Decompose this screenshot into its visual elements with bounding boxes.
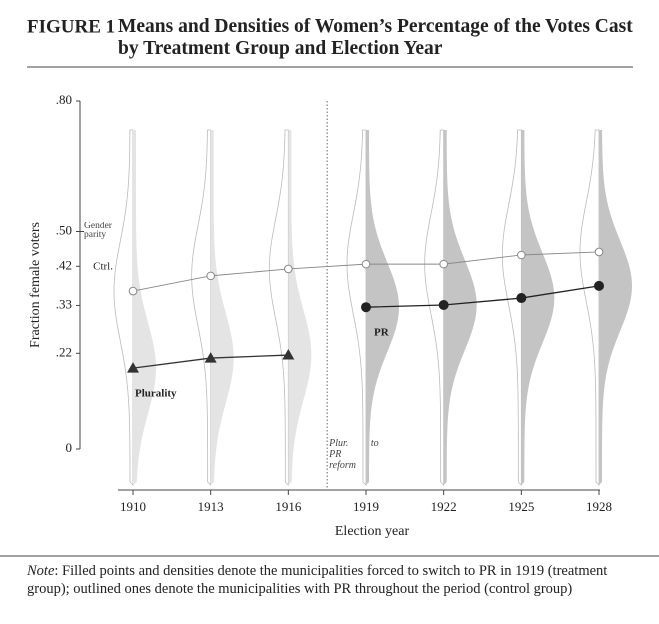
marker [594, 247, 604, 257]
series-line [365, 285, 600, 308]
marker [282, 349, 295, 360]
y-tick-label: .50 [56, 222, 72, 237]
marker [439, 259, 448, 269]
annotation: Plur. to PR reform [329, 438, 379, 471]
x-axis-label: Election year [335, 524, 410, 539]
note-lead: Note [27, 563, 55, 579]
figure-label: FIGURE 1 [27, 16, 115, 37]
density [268, 129, 289, 486]
annotation: Gender parity [84, 221, 112, 240]
y-tick-label: 0 [66, 440, 73, 455]
x-tick-label: 1910 [120, 499, 146, 514]
x-tick-label: 1919 [353, 499, 379, 514]
annotation-box: Gender parity [84, 221, 112, 240]
density [346, 129, 367, 486]
series-label: PR [374, 327, 390, 339]
annotation-box: Plur. to PR reform [329, 438, 379, 471]
density [579, 129, 600, 486]
density [501, 129, 522, 486]
y-tick-label: .33 [56, 296, 72, 311]
x-tick-label: 1925 [508, 499, 534, 514]
density [210, 130, 234, 485]
note-text: : Filled points and densities denote the… [27, 563, 608, 597]
chart-title: Means and Densities of Women’s Percentag… [118, 16, 633, 59]
marker [206, 271, 215, 281]
y-tick-label: .42 [56, 257, 72, 272]
series-label: Plurality [135, 388, 177, 400]
marker [438, 300, 449, 311]
density [443, 130, 477, 485]
marker [594, 280, 604, 291]
note: Note: Filled points and densities denote… [27, 562, 637, 598]
density [599, 130, 632, 485]
y-axis-label: Fraction female voters [28, 222, 43, 348]
density [113, 129, 134, 486]
marker [361, 259, 371, 269]
marker [284, 264, 293, 274]
chart: FIGURE 1 Means and Densities of Women’s … [0, 16, 659, 557]
marker [128, 286, 138, 296]
marker [204, 352, 217, 363]
x-tick-label: 1913 [198, 499, 224, 514]
density [133, 130, 156, 485]
y-tick-label: .22 [56, 344, 72, 359]
series-label: Ctrl. [93, 261, 113, 273]
marker [127, 362, 139, 373]
density [366, 130, 399, 485]
x-tick-label: 1916 [275, 499, 302, 514]
marker [361, 302, 371, 313]
density [288, 130, 312, 485]
marker [516, 293, 527, 304]
title-box: Means and Densities of Women’s Percentag… [118, 16, 633, 59]
x-tick-label: 1928 [586, 499, 612, 514]
density [521, 130, 555, 485]
y-tick-label: .80 [56, 92, 72, 107]
density [191, 129, 212, 486]
x-tick-label: 1922 [431, 499, 457, 514]
density [424, 129, 445, 486]
marker [517, 250, 526, 260]
